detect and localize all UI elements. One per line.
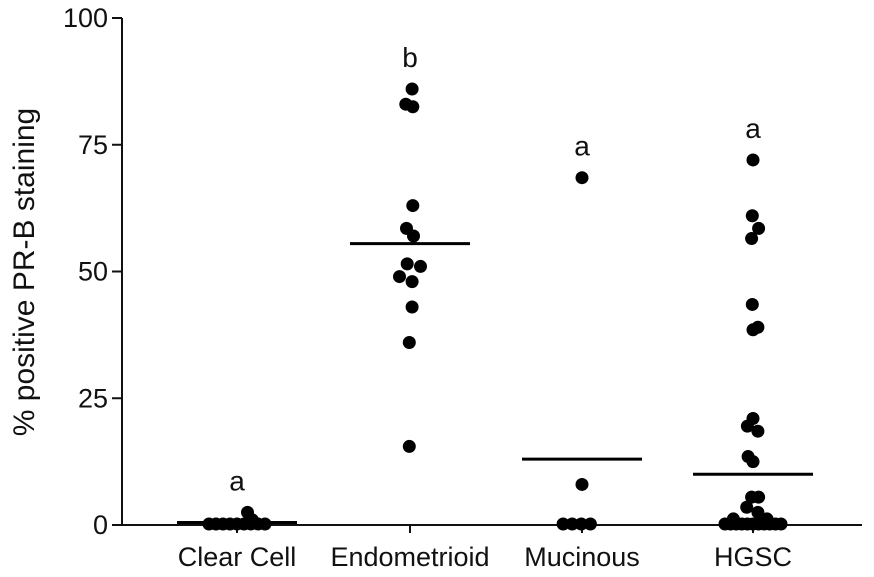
- data-point: [774, 517, 788, 531]
- significance-label: a: [574, 131, 590, 162]
- y-tick-label: 75: [78, 130, 108, 160]
- data-point: [740, 500, 754, 514]
- data-point: [406, 199, 420, 213]
- data-point: [745, 209, 759, 223]
- data-point: [583, 517, 597, 531]
- data-point: [393, 270, 406, 284]
- data-point: [752, 490, 766, 504]
- data-point: [402, 335, 416, 349]
- x-category-labels: Clear Cell Endometrioid Mucinous HGSC: [178, 525, 792, 572]
- data-point: [751, 424, 765, 438]
- y-tick-label: 50: [78, 257, 108, 287]
- mean-lines: [177, 242, 813, 524]
- data-point: [405, 300, 419, 314]
- y-tick-label: 100: [63, 3, 108, 33]
- data-point: [745, 232, 759, 246]
- data-point: [405, 82, 419, 96]
- data-point: [414, 259, 427, 273]
- data-point: [575, 477, 589, 491]
- y-axis-title: % positive PR-B staining: [8, 108, 41, 436]
- x-category-label: Endometrioid: [330, 542, 489, 572]
- data-point: [407, 229, 420, 243]
- data-point: [405, 275, 419, 289]
- data-point: [574, 517, 588, 531]
- significance-label: a: [229, 465, 245, 496]
- data-point: [746, 153, 760, 167]
- y-ticks: 0 25 50 75 100: [63, 3, 122, 540]
- data-point: [740, 419, 754, 433]
- data-points: [202, 82, 788, 531]
- data-point: [745, 297, 759, 311]
- y-tick-label: 0: [93, 510, 108, 540]
- data-point: [575, 171, 589, 185]
- data-point: [726, 512, 740, 526]
- significance-label: a: [745, 113, 761, 144]
- data-point: [751, 320, 765, 334]
- significance-label: b: [402, 42, 418, 73]
- x-category-label: HGSC: [714, 542, 792, 572]
- data-point: [565, 517, 579, 531]
- data-point: [752, 221, 766, 235]
- data-point: [258, 517, 272, 531]
- x-category-label: Clear Cell: [178, 542, 297, 572]
- significance-labels: a b a a: [229, 42, 761, 496]
- data-point: [746, 455, 760, 469]
- data-point: [751, 505, 765, 519]
- data-point: [400, 257, 414, 271]
- data-point: [245, 513, 259, 527]
- data-point: [556, 517, 570, 531]
- data-point: [760, 512, 774, 526]
- data-point: [402, 439, 416, 453]
- axes: [121, 18, 862, 526]
- data-point: [406, 100, 420, 114]
- y-tick-label: 25: [78, 383, 108, 413]
- x-category-label: Mucinous: [524, 542, 640, 572]
